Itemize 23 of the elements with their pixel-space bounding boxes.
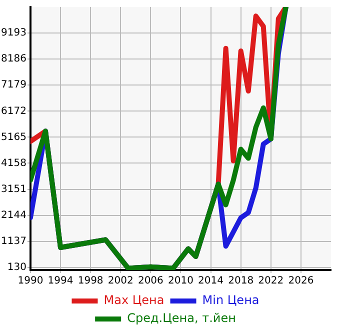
y-tick-label: 7179	[0, 80, 26, 91]
y-tick-label: 9193	[0, 28, 26, 39]
y-tick-label: 3151	[0, 184, 26, 195]
x-tick-label: 2002	[108, 276, 134, 287]
y-tick-label: 1137	[0, 236, 26, 247]
y-tick-label: 4158	[0, 158, 26, 169]
x-tick-label: 2022	[258, 276, 284, 287]
y-tick-label: 130	[7, 262, 26, 274]
x-tick-label: 1990	[18, 276, 44, 287]
y-tick-label: 8186	[0, 54, 26, 65]
legend-label: Сред.Цена, т.йен	[127, 311, 236, 326]
y-tick-label: 6172	[0, 106, 26, 117]
x-tick-label: 2010	[168, 276, 194, 287]
x-tick-label: 2014	[198, 276, 224, 287]
x-tick-label: 2006	[138, 276, 164, 287]
x-tick-label: 2026	[288, 276, 314, 287]
legend-label: Max Цена	[104, 293, 164, 308]
legend-label: Min Цена	[202, 293, 260, 308]
x-tick-label: 1998	[78, 276, 104, 287]
y-tick-label: 5165	[0, 132, 26, 143]
x-tick-label: 1994	[48, 276, 74, 287]
x-tick-label: 2018	[228, 276, 254, 287]
y-tick-label: 2144	[0, 210, 26, 221]
